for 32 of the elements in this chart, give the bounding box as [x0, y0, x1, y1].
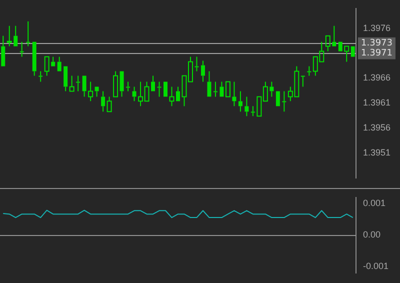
candlestick — [1, 35, 6, 66]
candlestick — [213, 81, 218, 98]
candlestick — [220, 81, 224, 97]
y-tick-label: 1.3956 — [363, 122, 391, 133]
candlestick — [307, 66, 312, 76]
candlestick — [120, 71, 124, 98]
candlestick — [26, 20, 30, 47]
candlestick — [38, 70, 43, 82]
y-tick-label: -0.001 — [363, 261, 389, 272]
candlestick — [126, 81, 130, 92]
y-tick-label: 0.00 — [363, 230, 381, 240]
y-tick-label: 1.3976 — [363, 22, 391, 33]
candlestick — [238, 90, 242, 112]
candlestick — [76, 75, 80, 92]
candlestick — [64, 66, 68, 92]
y-tick-label: 1.3951 — [363, 148, 391, 158]
candlestick — [101, 90, 106, 112]
candlestick — [207, 70, 212, 97]
ref-line-label: 1.3971 — [361, 48, 392, 59]
y-tick-label: 1.3961 — [363, 98, 391, 108]
y-tick-label: 0.001 — [363, 198, 386, 208]
y-tick-label: 1.3966 — [363, 72, 391, 83]
candlestick — [20, 41, 24, 58]
candlestick — [244, 96, 249, 117]
candlestick — [200, 60, 205, 82]
candlestick — [94, 86, 99, 98]
candlestick — [300, 76, 305, 88]
candlestick — [57, 56, 62, 72]
ref-line-label: 1.3973 — [361, 38, 392, 49]
candlestick — [69, 75, 74, 92]
candlestick — [157, 81, 162, 98]
candlestick — [282, 90, 286, 112]
